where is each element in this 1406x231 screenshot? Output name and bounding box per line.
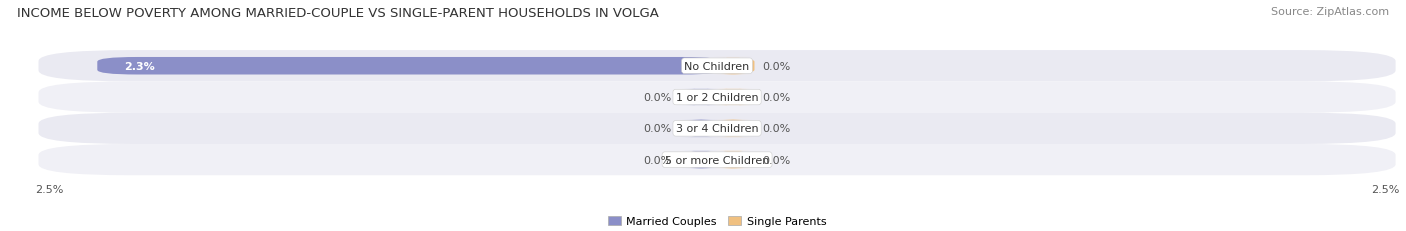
Text: Source: ZipAtlas.com: Source: ZipAtlas.com <box>1271 7 1389 17</box>
FancyBboxPatch shape <box>38 82 1396 113</box>
Text: 0.0%: 0.0% <box>644 155 672 165</box>
Text: 0.0%: 0.0% <box>762 155 790 165</box>
Text: INCOME BELOW POVERTY AMONG MARRIED-COUPLE VS SINGLE-PARENT HOUSEHOLDS IN VOLGA: INCOME BELOW POVERTY AMONG MARRIED-COUPL… <box>17 7 659 20</box>
FancyBboxPatch shape <box>38 144 1396 176</box>
Text: 0.0%: 0.0% <box>762 93 790 103</box>
FancyBboxPatch shape <box>679 120 723 137</box>
FancyBboxPatch shape <box>711 120 755 137</box>
FancyBboxPatch shape <box>711 151 755 169</box>
Legend: Married Couples, Single Parents: Married Couples, Single Parents <box>603 212 831 231</box>
FancyBboxPatch shape <box>679 89 723 106</box>
Text: 0.0%: 0.0% <box>762 124 790 134</box>
Text: 0.0%: 0.0% <box>762 61 790 71</box>
FancyBboxPatch shape <box>38 113 1396 144</box>
FancyBboxPatch shape <box>679 151 723 169</box>
Text: 2.3%: 2.3% <box>124 61 155 71</box>
Text: 5 or more Children: 5 or more Children <box>665 155 769 165</box>
Text: No Children: No Children <box>685 61 749 71</box>
Text: 0.0%: 0.0% <box>644 124 672 134</box>
Text: 0.0%: 0.0% <box>644 93 672 103</box>
Text: 1 or 2 Children: 1 or 2 Children <box>676 93 758 103</box>
Text: 3 or 4 Children: 3 or 4 Children <box>676 124 758 134</box>
FancyBboxPatch shape <box>38 51 1396 82</box>
FancyBboxPatch shape <box>97 58 723 75</box>
FancyBboxPatch shape <box>711 89 755 106</box>
FancyBboxPatch shape <box>711 58 755 75</box>
